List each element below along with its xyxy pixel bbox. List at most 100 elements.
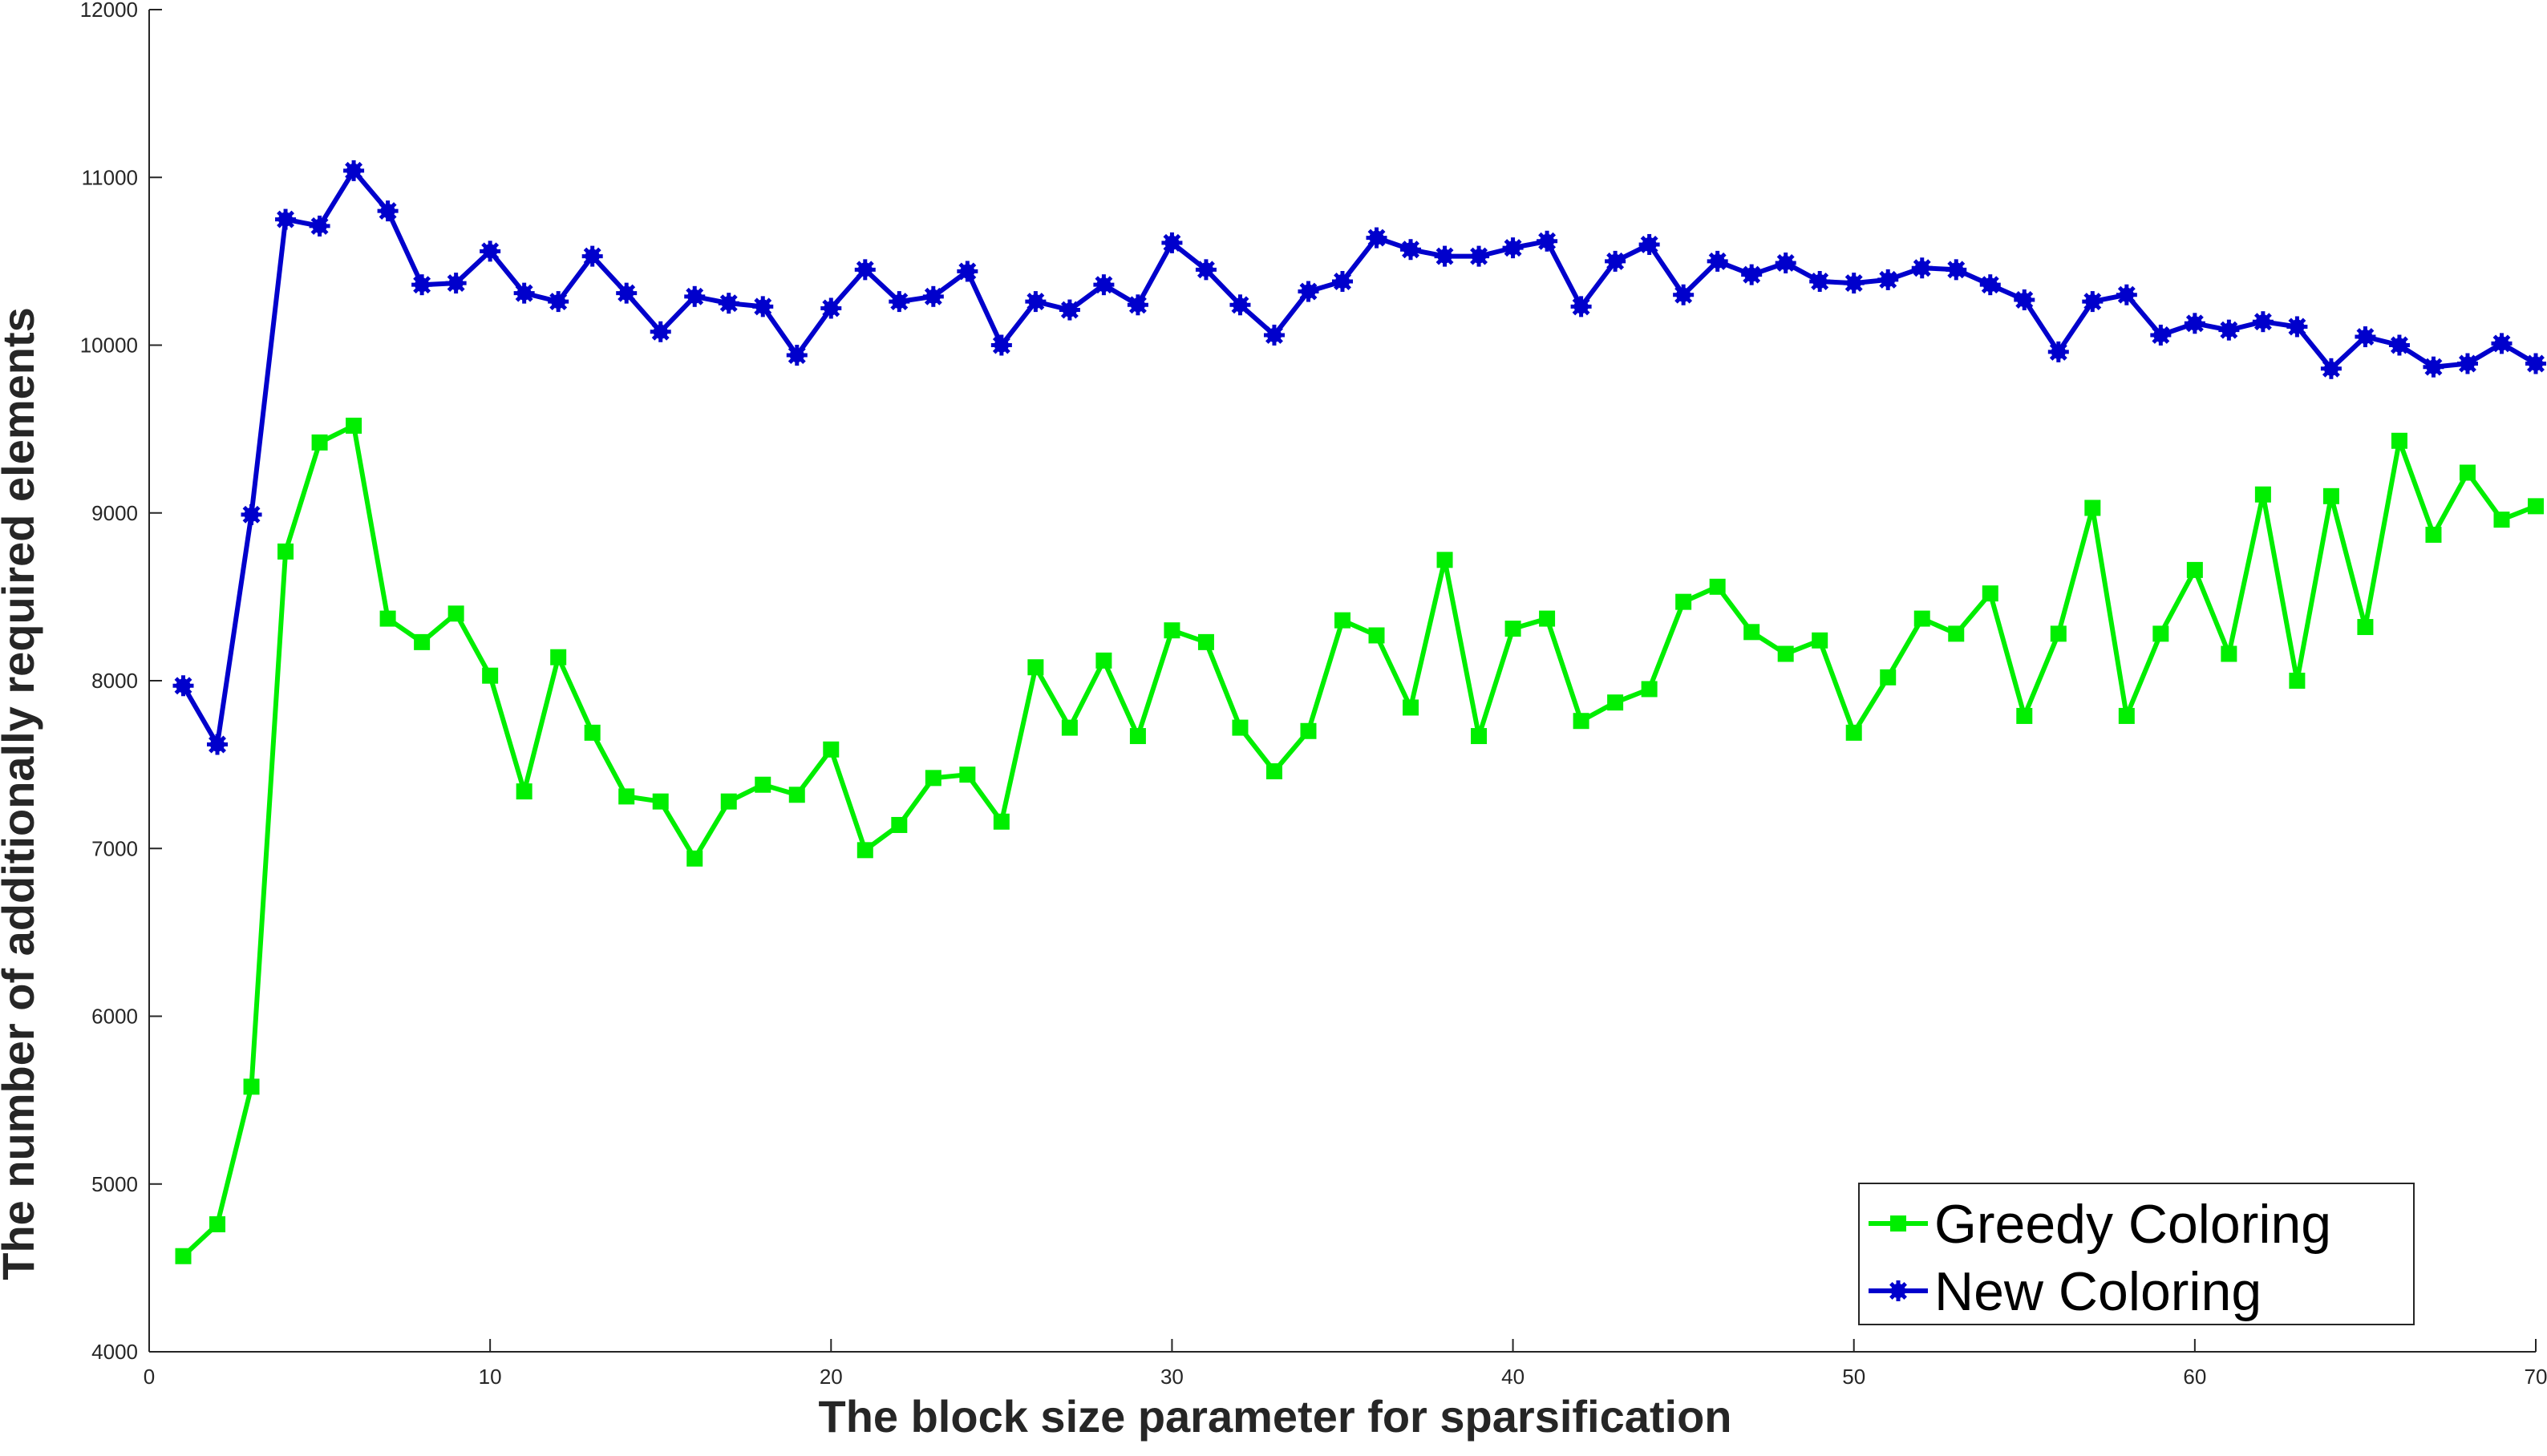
data-point-greedy-coloring — [1471, 728, 1488, 745]
data-point-new-coloring — [1195, 259, 1217, 281]
x-tick-label: 0 — [144, 1365, 155, 1389]
data-point-new-coloring — [650, 321, 671, 342]
data-point-greedy-coloring — [311, 434, 328, 451]
data-point-new-coloring — [1707, 250, 1728, 272]
data-point-new-coloring — [1502, 237, 1524, 259]
x-axis-title: The block size parameter for sparsificat… — [818, 1391, 1731, 1442]
data-point-greedy-coloring — [686, 850, 703, 867]
data-point-new-coloring — [1229, 294, 1251, 316]
data-point-new-coloring — [684, 285, 706, 307]
data-point-greedy-coloring — [2528, 498, 2544, 515]
data-point-new-coloring — [2491, 333, 2513, 354]
y-tick-label: 10000 — [80, 334, 138, 358]
data-point-new-coloring — [1605, 250, 1626, 272]
data-point-new-coloring — [820, 297, 842, 319]
data-point-new-coloring — [957, 261, 978, 282]
data-point-greedy-coloring — [414, 633, 431, 650]
data-point-greedy-coloring — [1880, 669, 1897, 686]
series-line-new-coloring — [180, 168, 2537, 747]
data-point-greedy-coloring — [993, 813, 1010, 830]
data-point-greedy-coloring — [2254, 486, 2271, 503]
data-point-new-coloring — [922, 285, 944, 307]
data-point-new-coloring — [2388, 334, 2410, 356]
series-line-greedy-coloring — [181, 423, 2537, 1258]
data-point-new-coloring — [1366, 227, 1387, 249]
data-point-greedy-coloring — [550, 649, 567, 665]
data-point-new-coloring — [1741, 264, 1763, 285]
data-point-greedy-coloring — [1027, 659, 1044, 676]
data-point-new-coloring — [2150, 324, 2172, 346]
data-point-new-coloring — [2184, 313, 2205, 334]
y-tick-label: 9000 — [91, 501, 138, 525]
data-point-new-coloring — [343, 160, 365, 181]
data-point-greedy-coloring — [447, 605, 464, 622]
data-point-greedy-coloring — [2186, 561, 2203, 578]
data-point-greedy-coloring — [1232, 719, 1249, 736]
series-new-coloring — [172, 160, 2546, 755]
data-point-greedy-coloring — [1948, 625, 1965, 642]
data-point-new-coloring — [2252, 311, 2274, 333]
data-point-new-coloring — [990, 334, 1012, 356]
data-point-new-coloring — [889, 291, 910, 313]
data-point-greedy-coloring — [2322, 487, 2339, 504]
data-point-greedy-coloring — [2493, 512, 2510, 528]
y-tick-label: 12000 — [80, 0, 138, 22]
data-point-greedy-coloring — [2459, 464, 2476, 481]
data-point-new-coloring — [854, 259, 876, 281]
data-point-greedy-coloring — [1607, 694, 1624, 711]
y-tick-label: 11000 — [82, 165, 138, 189]
y-tick-label: 5000 — [91, 1172, 138, 1196]
data-point-greedy-coloring — [2084, 499, 2101, 516]
data-point-new-coloring — [377, 200, 399, 222]
data-point-new-coloring — [616, 282, 638, 304]
data-point-greedy-coloring — [1913, 610, 1930, 627]
data-point-greedy-coloring — [2357, 619, 2374, 636]
data-point-new-coloring — [2423, 356, 2444, 378]
data-point-greedy-coloring — [1675, 593, 1692, 610]
data-point-greedy-coloring — [2152, 625, 2169, 642]
data-point-new-coloring — [2286, 316, 2308, 338]
data-point-new-coloring — [1468, 245, 1490, 267]
data-point-new-coloring — [2116, 284, 2137, 305]
data-point-greedy-coloring — [1197, 633, 1214, 650]
data-point-new-coloring — [1127, 294, 1148, 316]
data-point-new-coloring — [1059, 299, 1080, 321]
data-point-greedy-coloring — [788, 787, 805, 803]
series-layer — [172, 160, 2546, 1264]
data-point-greedy-coloring — [209, 1215, 226, 1232]
data-point-greedy-coloring — [516, 783, 532, 800]
data-point-new-coloring — [513, 282, 535, 304]
data-point-greedy-coloring — [277, 543, 294, 560]
data-point-greedy-coloring — [2050, 625, 2067, 642]
data-point-greedy-coloring — [1061, 719, 1078, 736]
data-point-new-coloring — [2082, 291, 2104, 313]
data-point-new-coloring — [1400, 239, 1422, 261]
data-point-greedy-coloring — [1982, 585, 1998, 602]
legend-item-greedy-coloring: Greedy Coloring — [1869, 1194, 2331, 1255]
data-point-new-coloring — [275, 208, 297, 230]
data-point-new-coloring — [309, 215, 330, 237]
data-point-greedy-coloring — [2425, 526, 2442, 543]
data-point-greedy-coloring — [1743, 624, 1760, 641]
data-point-new-coloring — [2014, 289, 2035, 311]
data-point-new-coloring — [2355, 326, 2376, 348]
data-point-new-coloring — [207, 734, 229, 755]
data-point-greedy-coloring — [1777, 645, 1794, 662]
data-point-new-coloring — [2047, 341, 2069, 362]
data-point-greedy-coloring — [925, 770, 941, 787]
data-point-new-coloring — [1843, 273, 1865, 294]
x-tick-label: 30 — [1160, 1365, 1184, 1389]
x-tick-label: 40 — [1501, 1365, 1525, 1389]
data-point-greedy-coloring — [2118, 707, 2135, 724]
data-point-greedy-coloring — [1573, 713, 1589, 730]
data-point-new-coloring — [1332, 270, 1353, 292]
data-point-greedy-coloring — [584, 724, 601, 741]
data-point-greedy-coloring — [1095, 652, 1112, 669]
data-point-greedy-coloring — [1265, 762, 1282, 779]
legend-label-greedy-coloring: Greedy Coloring — [1934, 1194, 2331, 1255]
axes: 0 10 20 30 40 50 60 70 4000 5000 6000 7000 8000 9000 1… — [80, 0, 2547, 1389]
data-point-greedy-coloring — [1812, 632, 1828, 649]
series-greedy-coloring — [175, 417, 2544, 1264]
y-axis-title: The number of additionally required elem… — [0, 307, 43, 1280]
